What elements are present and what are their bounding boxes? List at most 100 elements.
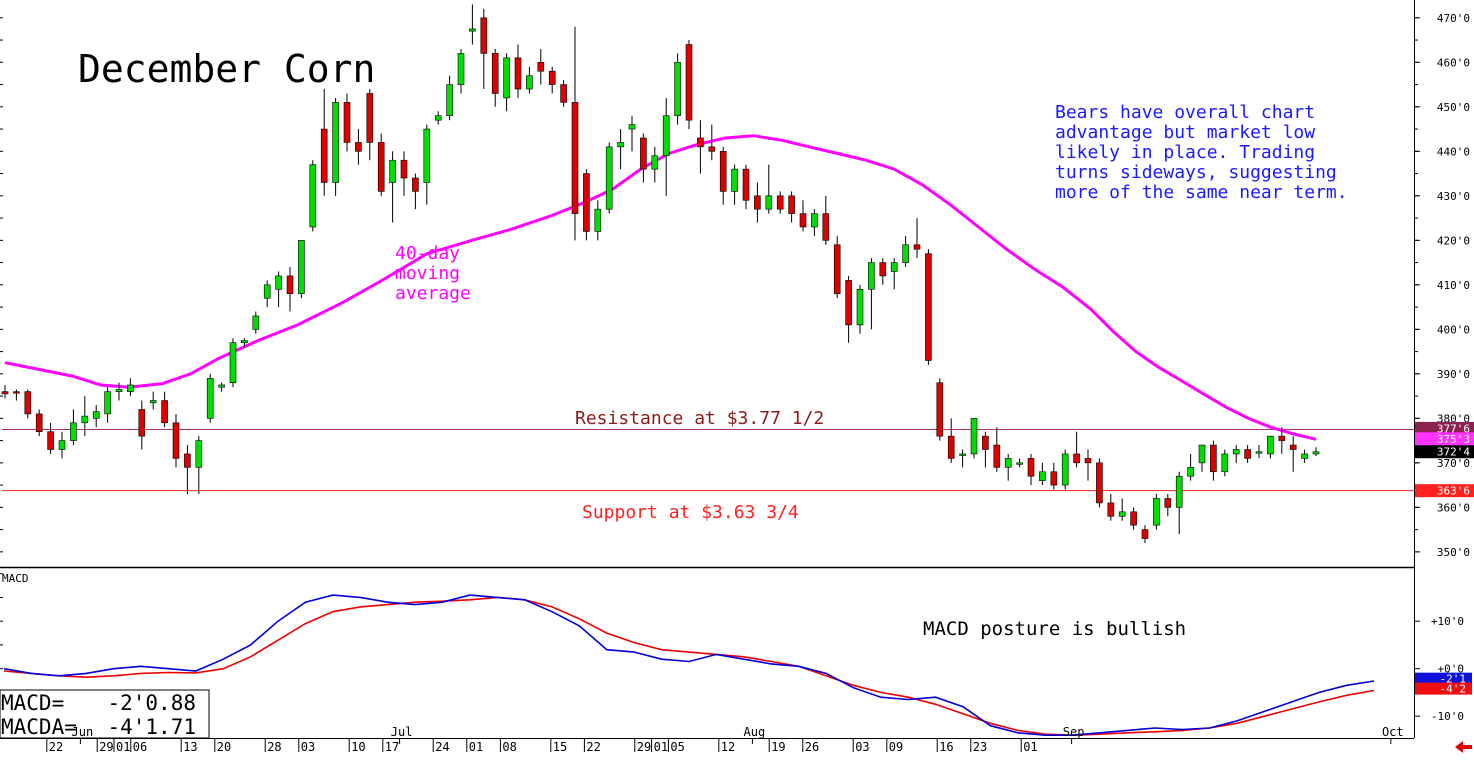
candle <box>320 89 328 196</box>
candle <box>298 240 305 299</box>
candle-body <box>628 124 636 130</box>
candle <box>241 338 248 348</box>
candle-body <box>594 208 602 232</box>
candle <box>104 387 111 423</box>
macd-axis-ticks: +10'0 +0'0 -10'0 <box>0 573 1464 723</box>
candle <box>92 405 100 428</box>
candle <box>1232 445 1240 463</box>
ma-label-line2: moving <box>395 263 460 284</box>
candle-body <box>343 102 351 143</box>
candle <box>1096 458 1103 508</box>
candle <box>970 418 978 459</box>
price-tick-label: 430'0 <box>1437 190 1470 203</box>
candle <box>628 115 636 152</box>
candle-body <box>206 377 214 419</box>
candle-body <box>1107 502 1115 517</box>
candle-body <box>252 315 260 330</box>
candle <box>514 44 522 98</box>
resistance-label: Resistance at $3.77 1/2 <box>575 408 824 429</box>
candle-body <box>674 62 681 117</box>
day-label: 23 <box>973 740 987 754</box>
candle <box>184 445 191 495</box>
candle <box>35 409 43 437</box>
month-label: Aug <box>744 725 766 739</box>
candle-body <box>81 415 89 424</box>
candle <box>947 418 955 463</box>
candle <box>936 378 944 441</box>
candle-body <box>993 444 1001 468</box>
candle-body <box>13 391 20 394</box>
candle-body <box>1027 458 1035 477</box>
bears-note-line2: advantage but market low <box>1055 122 1315 143</box>
candle <box>1175 471 1183 535</box>
candle <box>127 378 134 397</box>
price-badge-text: 377'6 <box>1437 422 1470 435</box>
month-label: Sep <box>1063 725 1085 739</box>
candle <box>1255 445 1263 459</box>
candle <box>594 200 602 241</box>
candle-body <box>514 57 522 90</box>
macd-badges: -2'1-4'2 <box>1415 672 1472 696</box>
candle <box>275 271 282 308</box>
day-labels: 22 29 01 06 13 20 28 03 10 17 24 01 08 15 22 29 01 05 12 19… <box>46 738 1038 754</box>
day-label: 10 <box>351 740 365 754</box>
macd-badge-text: -4'2 <box>1440 683 1467 696</box>
candle <box>252 311 260 334</box>
candle-body <box>469 28 476 32</box>
candle-body <box>868 262 875 290</box>
candle <box>1 384 9 399</box>
candle-body <box>731 168 738 192</box>
macd-readout-box: MACD= -2'0.88 MACDA= -4'1.71 <box>0 689 210 739</box>
candle-body <box>765 195 773 210</box>
candle-body <box>1096 462 1103 504</box>
candle <box>469 4 476 45</box>
candle-body <box>184 453 191 468</box>
candle <box>697 120 704 174</box>
candle <box>811 209 818 236</box>
day-label: 03 <box>301 740 315 754</box>
candle <box>605 142 613 214</box>
candle-body <box>845 280 852 326</box>
candle-body <box>1084 458 1092 464</box>
macd-badge-bg <box>1415 682 1472 695</box>
candle-body <box>286 275 294 295</box>
candle <box>343 93 351 152</box>
candle-body <box>719 151 727 192</box>
price-tick-label: 450'0 <box>1437 101 1470 114</box>
candle-body <box>149 400 157 404</box>
left-arrow-icon[interactable] <box>1455 741 1472 753</box>
candle <box>1221 449 1229 477</box>
candle-body <box>754 195 761 210</box>
price-badge-bg <box>1415 432 1474 446</box>
candle-body <box>936 382 944 437</box>
candle-body <box>890 262 898 272</box>
candle-body <box>959 453 966 456</box>
bears-note-line3: likely in place. Trading <box>1055 142 1315 163</box>
candle <box>685 40 693 130</box>
candle-body <box>1130 511 1137 526</box>
candle <box>776 191 784 214</box>
readout-macd-label: MACD= <box>1 691 64 715</box>
candle <box>149 391 157 410</box>
candle-body <box>1050 471 1058 486</box>
candle-body <box>320 128 328 183</box>
candle <box>1210 440 1217 481</box>
candle-body <box>548 70 556 85</box>
candle <box>377 133 385 196</box>
bears-note-line5: more of the same near term. <box>1055 182 1348 203</box>
candle-body <box>457 53 465 85</box>
day-label: 16 <box>939 740 953 754</box>
chart-title: December Corn <box>78 47 375 91</box>
candle <box>138 400 146 450</box>
candle <box>309 160 317 232</box>
candle-body <box>446 84 453 117</box>
day-label: 22 <box>49 740 63 754</box>
candle-body <box>1118 511 1126 517</box>
candle-body <box>104 391 111 415</box>
candle <box>1153 494 1160 530</box>
candle <box>81 396 89 437</box>
readout-macda-value: -4'1.71 <box>107 715 196 739</box>
candle-body <box>1039 471 1046 481</box>
candle <box>1198 444 1206 472</box>
day-label: 01 <box>469 740 483 754</box>
